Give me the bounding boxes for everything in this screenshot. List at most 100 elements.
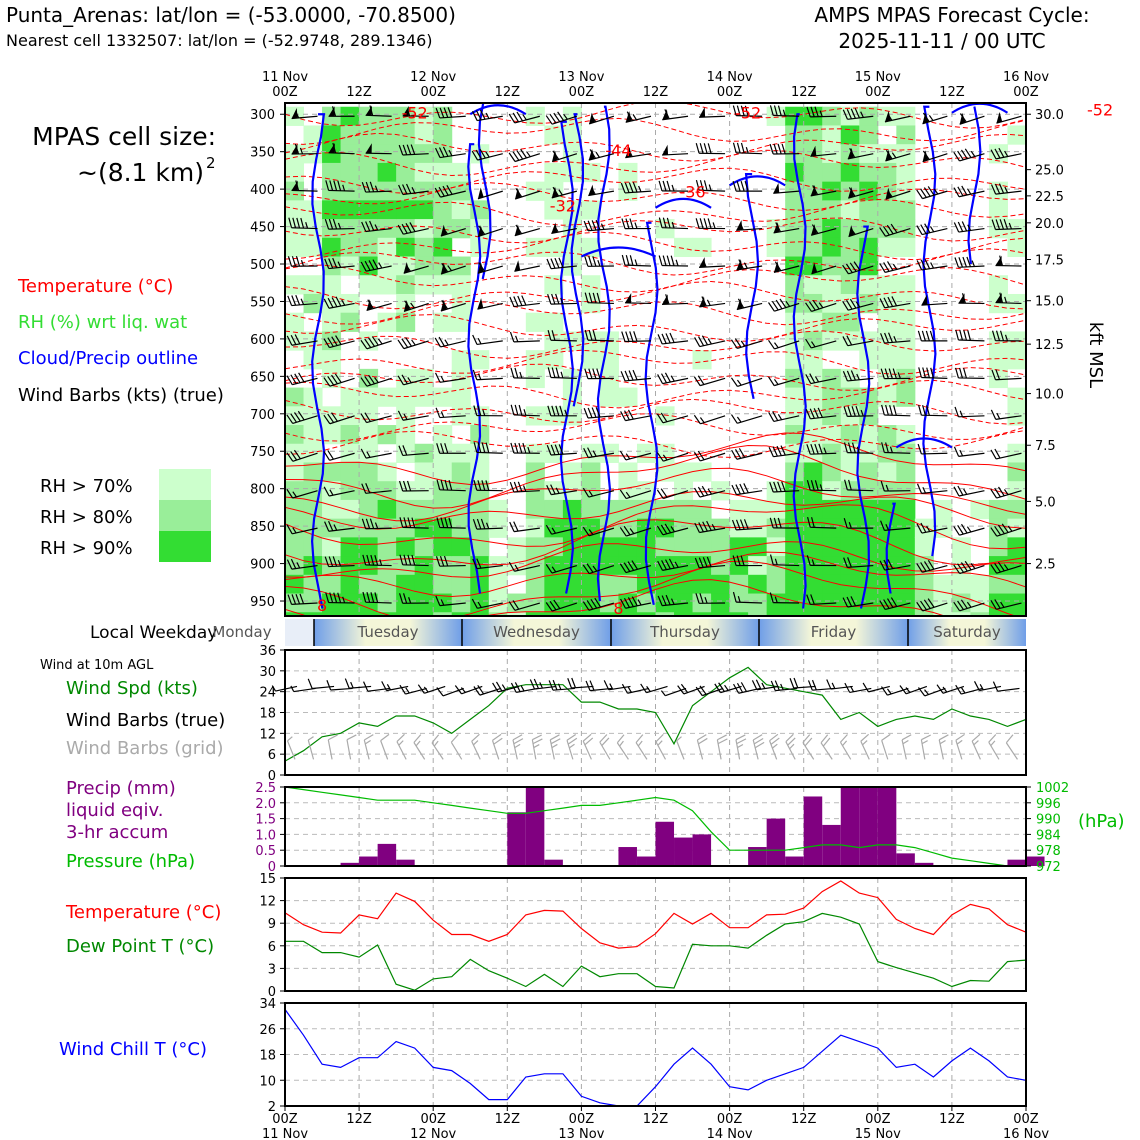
wind-barb	[693, 414, 726, 425]
wind-barb	[286, 410, 318, 425]
temperature-contour	[285, 231, 1026, 261]
wind-barb	[699, 107, 726, 118]
legend-rh90-label: RH > 90%	[40, 538, 133, 559]
rh-cell	[451, 181, 471, 201]
temperature-label: -32	[550, 197, 576, 216]
rh-cell	[470, 593, 490, 613]
rh-cell	[414, 219, 434, 239]
rh-cell	[692, 350, 712, 370]
wind-barb	[843, 518, 874, 529]
rh-cell	[636, 593, 656, 613]
rh-cell	[785, 200, 805, 220]
pressure-tick-label: 1002	[1036, 781, 1069, 796]
legend-rh70-label: RH > 70%	[40, 476, 133, 497]
wind-barb	[436, 517, 466, 529]
rh-cell	[822, 275, 842, 295]
rh-cell	[488, 499, 508, 520]
rh-cell	[396, 125, 416, 145]
surface-wind-barb	[936, 684, 965, 694]
wind-barb	[547, 367, 577, 379]
rh-cell	[840, 275, 860, 295]
weekday-band	[908, 619, 1026, 646]
wind-barb	[958, 293, 985, 305]
rh-cell	[359, 256, 379, 276]
temperature-contour	[285, 379, 1026, 409]
rh-cell	[599, 387, 619, 407]
rh-cell	[377, 425, 397, 445]
rh-cell	[785, 425, 805, 445]
wind-at-10m-label: Wind at 10m AGL	[40, 658, 154, 673]
rh-cell	[859, 425, 879, 445]
rh-cell	[433, 499, 453, 520]
rh-cell	[470, 350, 490, 370]
rh-cell	[785, 162, 805, 183]
cell-size-exponent: 2	[206, 154, 216, 172]
wind-barb	[291, 180, 318, 192]
rh-cell	[451, 275, 471, 295]
main-axes: 300 350 400 450 500 550 600 650 700 750 800 850 900 9…	[250, 108, 1064, 610]
rh-cell	[340, 406, 360, 426]
cloud-outline-cap	[895, 437, 953, 449]
rh-cell	[896, 200, 916, 220]
wind-barb	[547, 330, 577, 342]
wind-barb	[807, 516, 837, 529]
grid-wind-barb	[716, 734, 728, 760]
rh-cell	[544, 612, 564, 616]
wind-barb	[508, 111, 540, 124]
panel-tick-label: 24	[259, 686, 276, 701]
rh-cell	[396, 312, 416, 332]
wind-barb	[403, 300, 429, 313]
wind-barb	[991, 218, 1022, 231]
panel-tick-label: 18	[259, 707, 276, 722]
surface-wind-barb	[290, 685, 316, 693]
rh-cell	[785, 368, 805, 389]
rh-cell	[285, 162, 305, 183]
rh-cell	[285, 537, 305, 557]
grid-wind-barb	[327, 734, 338, 760]
wind-barb	[769, 592, 800, 604]
rh-cell	[303, 331, 323, 351]
rh-cell	[525, 106, 545, 126]
surface-wind-barb	[510, 682, 538, 693]
wind-barb	[768, 411, 800, 423]
wind-barb	[324, 520, 355, 532]
panel-tick-label: 18	[259, 1049, 276, 1064]
wind-barb	[732, 105, 763, 117]
rh-cell	[285, 425, 305, 445]
wind-barb	[843, 557, 874, 569]
wind-barb	[324, 556, 355, 568]
top-hour-label: 12Z	[346, 85, 372, 100]
rh-cell	[803, 574, 823, 595]
rh-cell	[803, 425, 823, 445]
wind-barb	[880, 480, 911, 492]
wind-barb	[508, 561, 540, 572]
temperature-label: -52	[1087, 101, 1113, 120]
rh-cell	[544, 574, 564, 595]
rh-cell	[377, 387, 397, 407]
top-date-label: 11 Nov	[262, 70, 308, 85]
grid-wind-barb	[413, 734, 426, 760]
rh-cell	[303, 125, 323, 145]
rh-cell	[692, 574, 712, 595]
rh-cell	[803, 350, 823, 370]
wind-barb	[324, 218, 355, 230]
rh-cell	[525, 574, 545, 595]
grid-wind-barb	[346, 734, 357, 760]
rh-cell	[414, 162, 434, 183]
cloud-outline-cap	[580, 246, 656, 258]
wind-barb	[323, 335, 355, 349]
rh-cell	[803, 125, 823, 145]
rh-cell	[433, 312, 453, 332]
wind-barb	[325, 180, 355, 192]
rh-cell	[988, 293, 1008, 314]
main-right-tick-label: 7.5	[1035, 439, 1056, 454]
surface-wind-barb	[621, 683, 650, 694]
rh-cell	[970, 499, 990, 520]
wind-barb	[472, 518, 503, 530]
wind-barb	[773, 261, 800, 273]
wind-barb	[584, 368, 614, 380]
rh-cell	[655, 499, 675, 520]
surface-wind-barb	[417, 684, 446, 694]
rh-cell	[285, 200, 305, 220]
temperature-contour	[285, 363, 1026, 391]
